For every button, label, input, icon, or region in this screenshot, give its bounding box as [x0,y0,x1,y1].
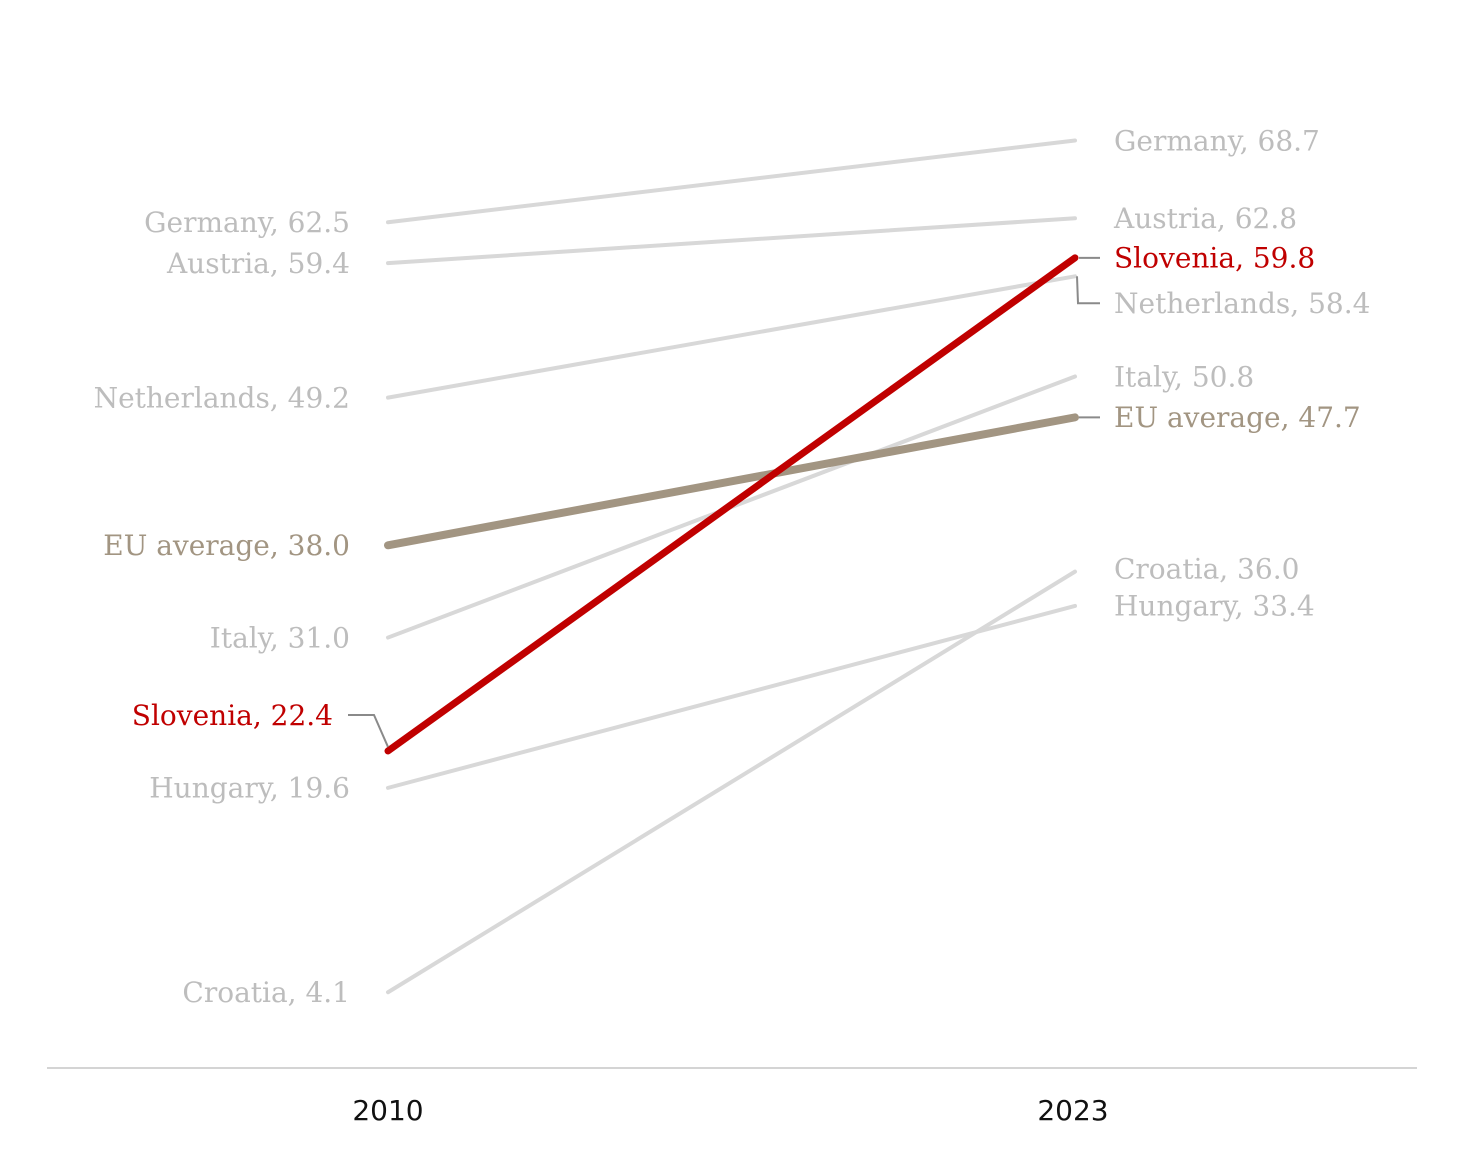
label-start-slovenia: Slovenia, 22.4 [132,699,333,732]
label-end-slovenia: Slovenia, 59.8 [1114,242,1315,275]
label-end-germany: Germany, 68.7 [1114,124,1320,157]
series-line-germany [386,138,1077,225]
x-tick-label-2023: 2023 [1037,1094,1108,1127]
series-line-eu-average [384,413,1079,550]
label-start-austria: Austria, 59.4 [166,247,350,280]
label-start-netherlands: Netherlands, 49.2 [94,381,350,414]
series-layer [384,138,1079,995]
series-line-netherlands [386,274,1077,400]
label-start-eu-average: EU average, 38.0 [103,529,350,562]
series-line-hungary [386,603,1077,790]
label-end-netherlands: Netherlands, 58.4 [1114,287,1370,320]
label-start-germany: Germany, 62.5 [144,206,350,239]
label-start-croatia: Croatia, 4.1 [182,976,350,1009]
series-line-slovenia [384,254,1079,755]
series-line-croatia [386,569,1077,995]
leader-end-netherlands [1076,276,1100,305]
leader-start-slovenia [348,713,389,748]
series-line-austria [386,216,1077,266]
label-end-eu-average: EU average, 47.7 [1114,401,1361,434]
label-end-hungary: Hungary, 33.4 [1114,590,1315,623]
label-start-italy: Italy, 31.0 [210,621,350,654]
label-end-italy: Italy, 50.8 [1114,360,1254,393]
label-layer: Germany, 62.5 Germany, 68.7 Austria, 59.4 A… [94,124,1371,1009]
label-start-hungary: Hungary, 19.6 [149,772,350,805]
label-end-austria: Austria, 62.8 [1113,202,1297,235]
label-end-croatia: Croatia, 36.0 [1114,552,1299,585]
x-tick-label-2010: 2010 [352,1094,423,1127]
